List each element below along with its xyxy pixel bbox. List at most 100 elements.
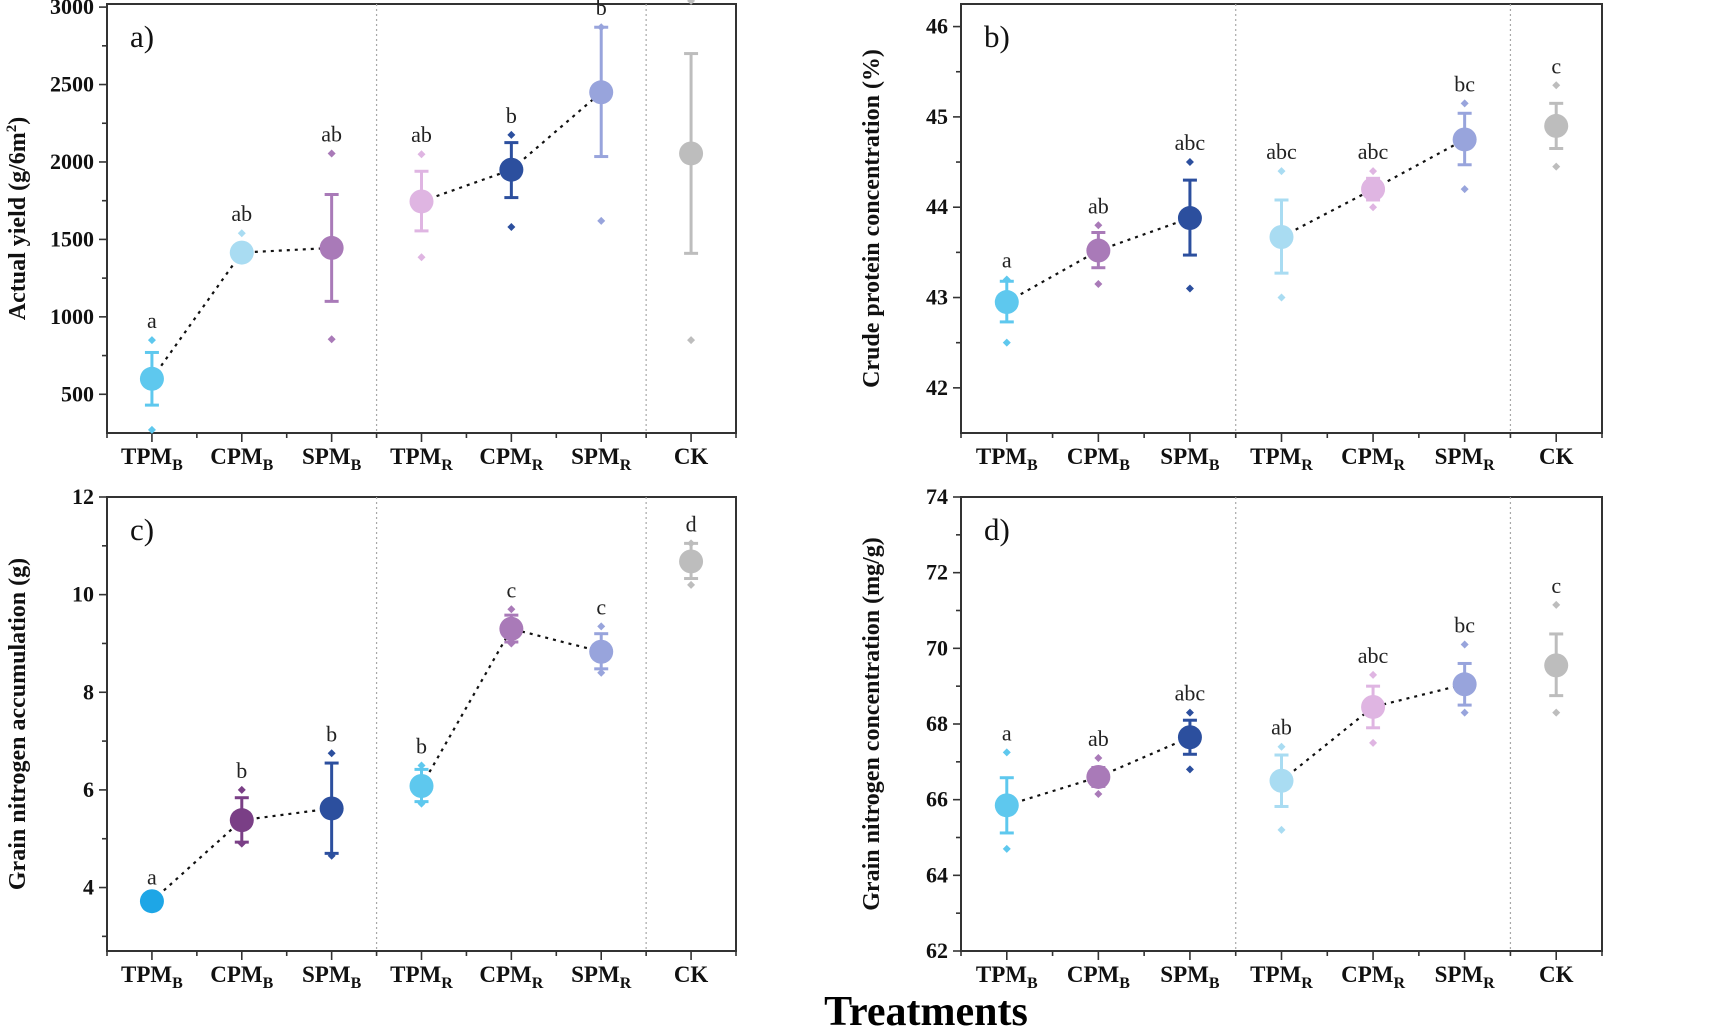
panel-d: 62 64 66 68 70 72 74 TPMB CPMB SPMB TPMR CPMR SPMR CK… bbox=[859, 484, 1603, 992]
y-tick-label: 64 bbox=[926, 862, 948, 887]
x-tick-label: TPMR bbox=[1250, 444, 1313, 474]
mean-marker bbox=[1544, 653, 1569, 678]
data-point: ab bbox=[1269, 715, 1294, 834]
y-tick-label: 43 bbox=[926, 285, 948, 310]
panels: 500 1000 1500 2000 2500 3000 TPMB CPMB SPMB TPMR C… bbox=[4, 0, 1603, 992]
data-point: abc bbox=[1358, 139, 1389, 212]
data-point: c bbox=[499, 577, 524, 648]
data-point: abc bbox=[1175, 681, 1206, 774]
min-marker bbox=[687, 336, 696, 345]
mean-marker bbox=[589, 639, 614, 664]
y-tick-label: 66 bbox=[926, 787, 948, 812]
x-tick-label: SPMB bbox=[1160, 444, 1220, 474]
max-marker bbox=[147, 336, 156, 345]
significance-letter: b bbox=[506, 103, 517, 128]
data-point: abc bbox=[1266, 139, 1297, 302]
significance-letter: a bbox=[1002, 720, 1012, 745]
data-point: d bbox=[679, 511, 704, 589]
min-marker bbox=[687, 580, 696, 589]
mean-marker bbox=[319, 235, 344, 260]
min-marker bbox=[417, 253, 426, 262]
x-tick-label: SPMR bbox=[571, 444, 632, 474]
significance-letter: b bbox=[596, 0, 607, 20]
mean-marker bbox=[1361, 694, 1386, 719]
x-tick-label: CPMR bbox=[479, 962, 543, 992]
mean-marker bbox=[679, 141, 704, 166]
x-axis-title: Treatments bbox=[824, 989, 1028, 1029]
min-marker bbox=[1460, 708, 1469, 717]
significance-letter: abc bbox=[1358, 643, 1389, 668]
y-tick-label: 12 bbox=[72, 484, 94, 509]
mean-marker bbox=[409, 189, 434, 214]
min-marker bbox=[1185, 284, 1194, 293]
min-marker bbox=[147, 425, 156, 434]
min-marker bbox=[1094, 279, 1103, 288]
x-tick-label: CPMR bbox=[1341, 962, 1405, 992]
min-marker bbox=[1094, 789, 1103, 798]
mean-marker bbox=[1361, 177, 1386, 202]
min-marker bbox=[1552, 708, 1561, 717]
data-point: abc bbox=[1358, 643, 1389, 747]
data-point: b bbox=[499, 103, 524, 232]
x-tick-label: CPMR bbox=[1341, 444, 1405, 474]
significance-letter: abc bbox=[1175, 681, 1206, 706]
data-point: b bbox=[589, 0, 614, 225]
data-point: c bbox=[1544, 573, 1569, 717]
max-marker bbox=[597, 23, 606, 32]
max-marker bbox=[1460, 640, 1469, 649]
y-tick-label: 2500 bbox=[50, 72, 94, 97]
significance-letter: bc bbox=[1454, 613, 1475, 638]
x-tick-label: SPMB bbox=[1160, 962, 1220, 992]
significance-letter: d bbox=[686, 511, 697, 536]
min-marker bbox=[1002, 338, 1011, 347]
significance-letter: b bbox=[236, 758, 247, 783]
x-tick-label: CPMB bbox=[1067, 444, 1130, 474]
significance-letter: ab bbox=[1088, 193, 1109, 218]
data-point: ab bbox=[409, 122, 434, 262]
x-tick-label: TPMR bbox=[390, 962, 453, 992]
max-marker bbox=[1277, 167, 1286, 176]
min-marker bbox=[327, 335, 336, 344]
max-marker bbox=[1002, 275, 1011, 284]
y-tick-label: 1000 bbox=[50, 304, 94, 329]
data-point: bc bbox=[1452, 613, 1477, 717]
max-marker bbox=[237, 229, 246, 238]
data-point: ab bbox=[319, 121, 344, 344]
data-point: ab bbox=[229, 201, 254, 265]
y-axis-label: Grain nitrogen accumulation (g) bbox=[5, 558, 31, 890]
min-marker bbox=[327, 851, 336, 860]
y-tick-label: 44 bbox=[926, 194, 948, 219]
x-tick-label: CK bbox=[674, 962, 709, 987]
x-tick-label: CK bbox=[1539, 962, 1574, 987]
x-tick-label: TPMB bbox=[121, 444, 183, 474]
min-marker bbox=[1369, 203, 1378, 212]
x-tick-label: SPMR bbox=[1435, 962, 1496, 992]
max-marker bbox=[687, 0, 696, 5]
min-marker bbox=[417, 799, 426, 808]
x-tick-label: CPMR bbox=[479, 444, 543, 474]
data-point: a bbox=[139, 308, 164, 434]
min-marker bbox=[1460, 185, 1469, 194]
max-marker bbox=[417, 150, 426, 159]
mean-marker bbox=[139, 366, 164, 391]
data-point: c bbox=[1544, 53, 1569, 171]
mean-marker bbox=[139, 889, 164, 914]
y-tick-label: 72 bbox=[926, 560, 948, 585]
data-point: abc bbox=[1175, 130, 1205, 293]
y-tick-label: 68 bbox=[926, 711, 948, 736]
panel-a: 500 1000 1500 2000 2500 3000 TPMB CPMB SPMB TPMR C… bbox=[4, 0, 737, 474]
max-marker bbox=[1552, 81, 1561, 90]
significance-letter: b bbox=[416, 733, 427, 758]
panel-c: 4 6 8 10 12 TPMB CPMB SPMB TPMR CPMR SPMR CK Grain n… bbox=[5, 484, 737, 992]
y-axis-label: Grain nitrogen concentration (mg/g) bbox=[859, 537, 885, 911]
max-marker bbox=[417, 761, 426, 770]
data-point: b bbox=[319, 721, 344, 860]
x-tick-label: CPMB bbox=[210, 444, 273, 474]
x-tick-label: TPMB bbox=[976, 962, 1038, 992]
min-marker bbox=[237, 839, 246, 848]
mean-marker bbox=[319, 796, 344, 821]
significance-letter: abc bbox=[1358, 139, 1389, 164]
y-tick-label: 45 bbox=[926, 104, 948, 129]
max-marker bbox=[1277, 742, 1286, 751]
mean-marker bbox=[1452, 127, 1477, 152]
